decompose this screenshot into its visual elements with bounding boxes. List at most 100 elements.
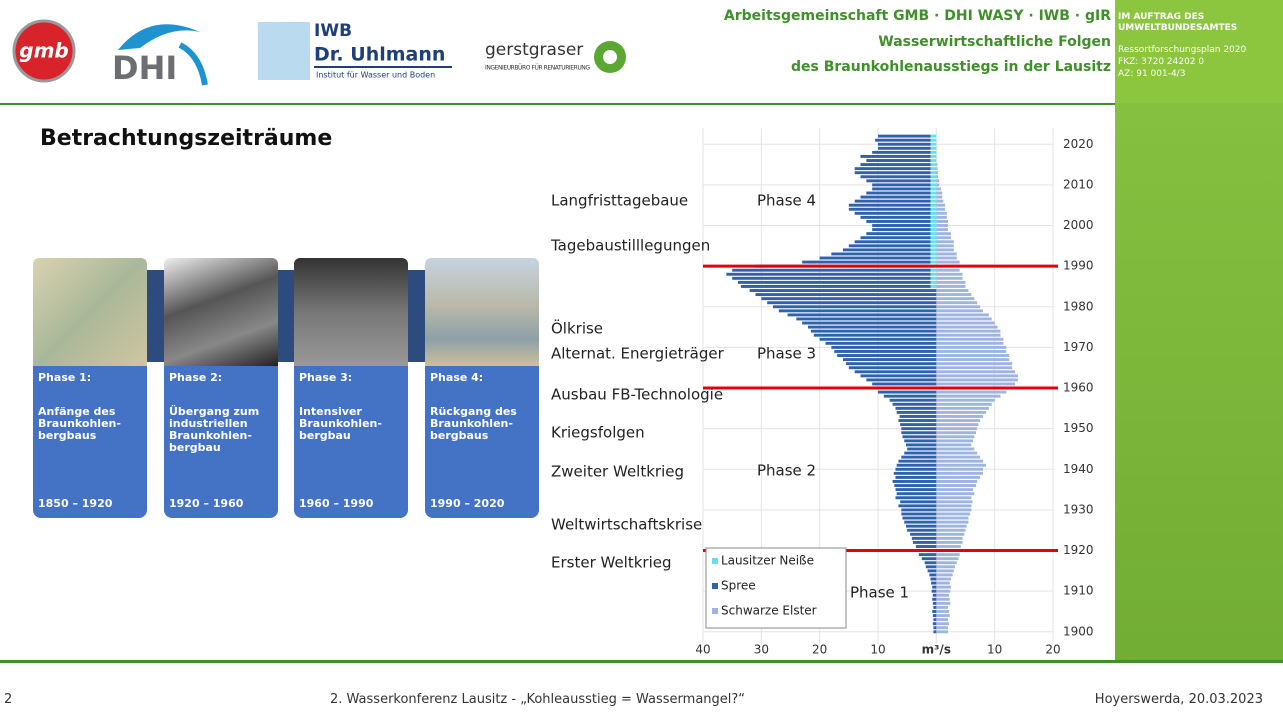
sidebar (1115, 103, 1283, 660)
bar (895, 475, 937, 479)
bar (930, 228, 937, 232)
bar (936, 512, 971, 516)
bar (837, 354, 937, 357)
bar (936, 378, 1018, 382)
phase-period: 1960 – 1990 (299, 497, 374, 510)
bar (921, 557, 937, 561)
iwb-text: IWB (314, 21, 352, 41)
bar (907, 447, 937, 451)
bar (933, 618, 937, 622)
bar (930, 179, 937, 183)
bar (930, 215, 937, 219)
legend-label: Spree (721, 579, 756, 593)
bar (930, 163, 937, 167)
bar (936, 419, 981, 422)
bar (866, 191, 931, 195)
event-label: Erster Weltkrieg (551, 554, 672, 572)
bar (878, 142, 931, 146)
client-line: AZ: 91 001-4/3 (1118, 69, 1186, 79)
bar (930, 199, 937, 203)
bar (866, 159, 931, 162)
bar (930, 211, 937, 215)
bar (933, 630, 937, 634)
bar (872, 150, 931, 154)
bar (878, 134, 931, 138)
phase-period: 1990 – 2020 (430, 497, 505, 510)
phase-card: Phase 1: Anfänge des Braunkohlen- bergbau… (33, 366, 147, 518)
y-tick-label: 1970 (1063, 340, 1094, 354)
bar (936, 410, 986, 414)
bar (936, 362, 1013, 366)
client-line: FKZ: 3720 24202 0 (1118, 57, 1205, 67)
bar (930, 195, 937, 199)
bar (906, 443, 937, 447)
bar (931, 581, 937, 585)
bar (936, 577, 951, 581)
bar (936, 297, 975, 301)
phase-name: Phase 4: (430, 371, 484, 384)
bar (936, 402, 992, 406)
bar (900, 500, 937, 504)
bar (936, 496, 972, 500)
bar (936, 557, 959, 561)
bar (878, 146, 931, 150)
bar (936, 370, 1016, 374)
bar (936, 524, 967, 528)
bar (936, 504, 972, 508)
phase-period: 1920 – 1960 (169, 497, 244, 510)
bar (936, 431, 976, 435)
bar (860, 154, 931, 158)
bar (930, 167, 937, 171)
bar (936, 268, 960, 272)
y-tick-label: 1960 (1063, 381, 1094, 395)
bar (910, 532, 937, 536)
bar (738, 280, 931, 284)
bar (936, 443, 972, 447)
bar (913, 540, 937, 544)
event-label: Zweiter Weltkrieg (551, 463, 684, 481)
bar (906, 524, 937, 528)
legend-swatch (712, 608, 718, 614)
bar (896, 463, 937, 467)
bar (936, 175, 939, 179)
bar (866, 232, 931, 236)
event-label: Kriegsfolgen (551, 424, 645, 442)
bar (936, 313, 989, 317)
bar (936, 293, 972, 297)
bar (901, 427, 937, 431)
legend-label: Schwarze Elster (721, 604, 817, 618)
legend-swatch (712, 558, 718, 564)
bar (930, 191, 937, 195)
bar (872, 183, 931, 187)
footer-rule (0, 660, 1283, 663)
bar (936, 215, 947, 219)
bar (936, 508, 972, 512)
bar (936, 439, 974, 443)
bar (936, 569, 954, 573)
bar (936, 167, 938, 171)
bar (936, 236, 951, 240)
bar (936, 280, 966, 284)
gmb-logo (12, 19, 76, 83)
bar (936, 191, 943, 195)
bar (831, 252, 931, 256)
bar (883, 394, 937, 398)
bar (936, 284, 966, 288)
bar (898, 419, 937, 422)
y-tick-label: 2000 (1063, 218, 1094, 232)
bar (834, 350, 937, 353)
connector (406, 270, 426, 362)
bar (936, 459, 983, 463)
phase-text: Übergang zum industriellen Braunkohlen- … (169, 405, 260, 454)
bar (911, 536, 937, 540)
bar (936, 536, 963, 540)
phase-label: Phase 3 (757, 345, 816, 363)
bar (936, 333, 1001, 337)
bar (936, 545, 961, 548)
bar (930, 175, 937, 179)
header-line: des Braunkohlenausstiegs in der Lausitz (791, 59, 1111, 75)
bar (901, 455, 937, 459)
bar (936, 341, 1004, 345)
bar (932, 614, 937, 618)
bar (895, 496, 937, 500)
